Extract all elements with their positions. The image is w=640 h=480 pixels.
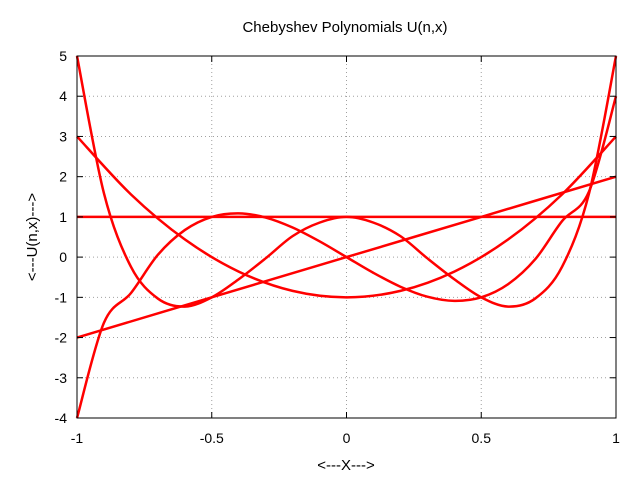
y-tick-label: 0 (59, 249, 67, 265)
y-tick-label: -4 (55, 410, 68, 426)
series-group (75, 55, 618, 419)
x-tick-label: -0.5 (200, 430, 224, 446)
y-tick-label: 3 (59, 128, 67, 144)
x-tick-label: 0 (343, 430, 351, 446)
series-line-5 (75, 55, 618, 308)
x-tick-label: 1 (612, 430, 620, 446)
y-axis-label: <---U(n,x)---> (24, 193, 41, 282)
x-tick-label: -1 (71, 430, 84, 446)
ticks: -1 -0.5 0 0.5 1 -4 -3 -2 -1 0 1 2 3 4 5 (55, 48, 621, 446)
grid (77, 56, 616, 418)
chart-title: Chebyshev Polynomials U(n,x) (242, 19, 447, 36)
y-tick-label: -1 (55, 289, 68, 305)
y-tick-label: 2 (59, 169, 67, 185)
y-tick-label: 4 (59, 88, 67, 104)
series-line-4 (75, 95, 618, 419)
x-tick-label: 0.5 (472, 430, 492, 446)
y-tick-label: -3 (55, 370, 68, 386)
series-line-3 (76, 135, 617, 299)
y-tick-label: -2 (55, 330, 68, 346)
y-tick-label: 5 (59, 48, 67, 64)
x-axis-label: <---X---> (317, 457, 375, 474)
y-tick-label: 1 (59, 209, 67, 225)
